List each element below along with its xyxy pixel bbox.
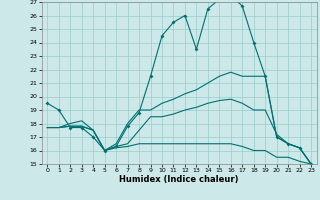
X-axis label: Humidex (Indice chaleur): Humidex (Indice chaleur): [119, 175, 239, 184]
